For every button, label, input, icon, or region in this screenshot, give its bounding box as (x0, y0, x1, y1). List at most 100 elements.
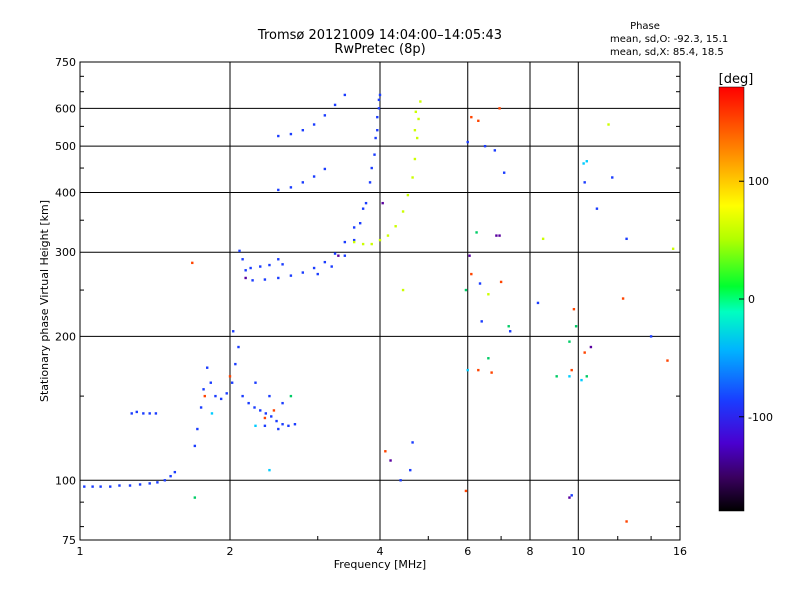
data-point (173, 470, 177, 474)
data-point (343, 254, 347, 257)
data-point (466, 368, 469, 372)
x-tick-label: 10 (571, 545, 585, 558)
data-point (377, 107, 381, 110)
data-point (386, 234, 390, 237)
data-point (343, 93, 347, 97)
data-point (466, 140, 469, 144)
colorbar-label: [deg] (719, 72, 754, 87)
data-point (163, 479, 167, 482)
data-point (370, 242, 373, 246)
data-point (330, 265, 333, 268)
data-point (281, 401, 284, 405)
x-tick-label: 16 (673, 545, 687, 558)
y-tick-label: 600 (55, 102, 76, 115)
data-point (378, 238, 382, 242)
data-point (413, 157, 417, 161)
data-point (352, 238, 356, 242)
data-point (607, 123, 610, 126)
data-point (289, 394, 293, 398)
data-point (555, 375, 558, 378)
data-point (399, 479, 402, 482)
data-point (498, 107, 501, 110)
data-point (268, 468, 271, 472)
data-point (568, 496, 571, 499)
data-point (417, 117, 420, 121)
y-tick-label: 750 (55, 56, 76, 69)
data-point (228, 375, 232, 378)
data-point (358, 222, 362, 225)
data-point (251, 279, 254, 282)
x-tick-label: 2 (227, 545, 234, 558)
data-point (323, 167, 327, 171)
data-point (570, 368, 573, 372)
data-point (287, 424, 290, 428)
data-point (241, 258, 244, 261)
data-point (277, 427, 280, 431)
data-point (263, 424, 267, 428)
data-point (253, 406, 256, 409)
data-point (649, 335, 653, 338)
data-point (464, 489, 468, 493)
data-point (293, 423, 297, 426)
data-point (244, 269, 247, 272)
data-point (377, 98, 381, 102)
data-point (209, 381, 212, 384)
data-point (370, 166, 373, 170)
data-point (468, 254, 471, 257)
data-point (323, 114, 327, 117)
data-point (475, 231, 478, 234)
data-point (254, 381, 257, 384)
data-point (277, 258, 280, 261)
data-point (625, 237, 628, 241)
data-point (277, 188, 280, 192)
data-point (254, 424, 257, 428)
data-point (477, 119, 480, 123)
data-point (259, 265, 262, 268)
data-point (413, 128, 417, 132)
data-point (169, 474, 172, 478)
data-point (301, 181, 305, 184)
data-point (401, 288, 405, 292)
data-point (493, 149, 497, 152)
phase-stats-o: mean, sd,O: -92.3, 15.1 (610, 34, 728, 45)
data-point (156, 481, 159, 484)
data-point (128, 484, 132, 487)
data-point (384, 450, 387, 453)
data-point (574, 325, 578, 328)
y-tick-label: 500 (55, 140, 76, 153)
data-point (376, 128, 379, 132)
data-point (191, 261, 194, 265)
data-point (259, 409, 262, 412)
data-point (312, 175, 316, 178)
data-point (508, 330, 512, 333)
chart-subtitle: RwPretec (8p) (334, 42, 425, 57)
data-point (495, 234, 498, 237)
data-point (464, 288, 468, 292)
data-point (611, 176, 614, 179)
data-point (333, 103, 337, 107)
data-point (585, 375, 588, 378)
data-point (411, 176, 414, 179)
data-point (589, 345, 593, 349)
data-point (570, 494, 573, 497)
data-point (205, 366, 209, 369)
data-point (99, 485, 102, 488)
data-point (381, 201, 384, 205)
data-point (374, 136, 377, 140)
data-point (414, 110, 418, 114)
data-point (281, 263, 284, 266)
data-point (470, 115, 473, 119)
data-point (585, 160, 588, 163)
data-point (272, 409, 276, 412)
data-point (419, 100, 422, 103)
data-point (498, 234, 501, 237)
data-point (138, 483, 142, 486)
data-point (193, 496, 197, 499)
data-point (241, 394, 244, 398)
data-point (268, 394, 271, 398)
colorbar: [deg] 100 0 -100 (719, 72, 773, 512)
data-point (583, 181, 586, 184)
y-tick-label: 400 (55, 186, 76, 199)
data-point (541, 237, 545, 241)
